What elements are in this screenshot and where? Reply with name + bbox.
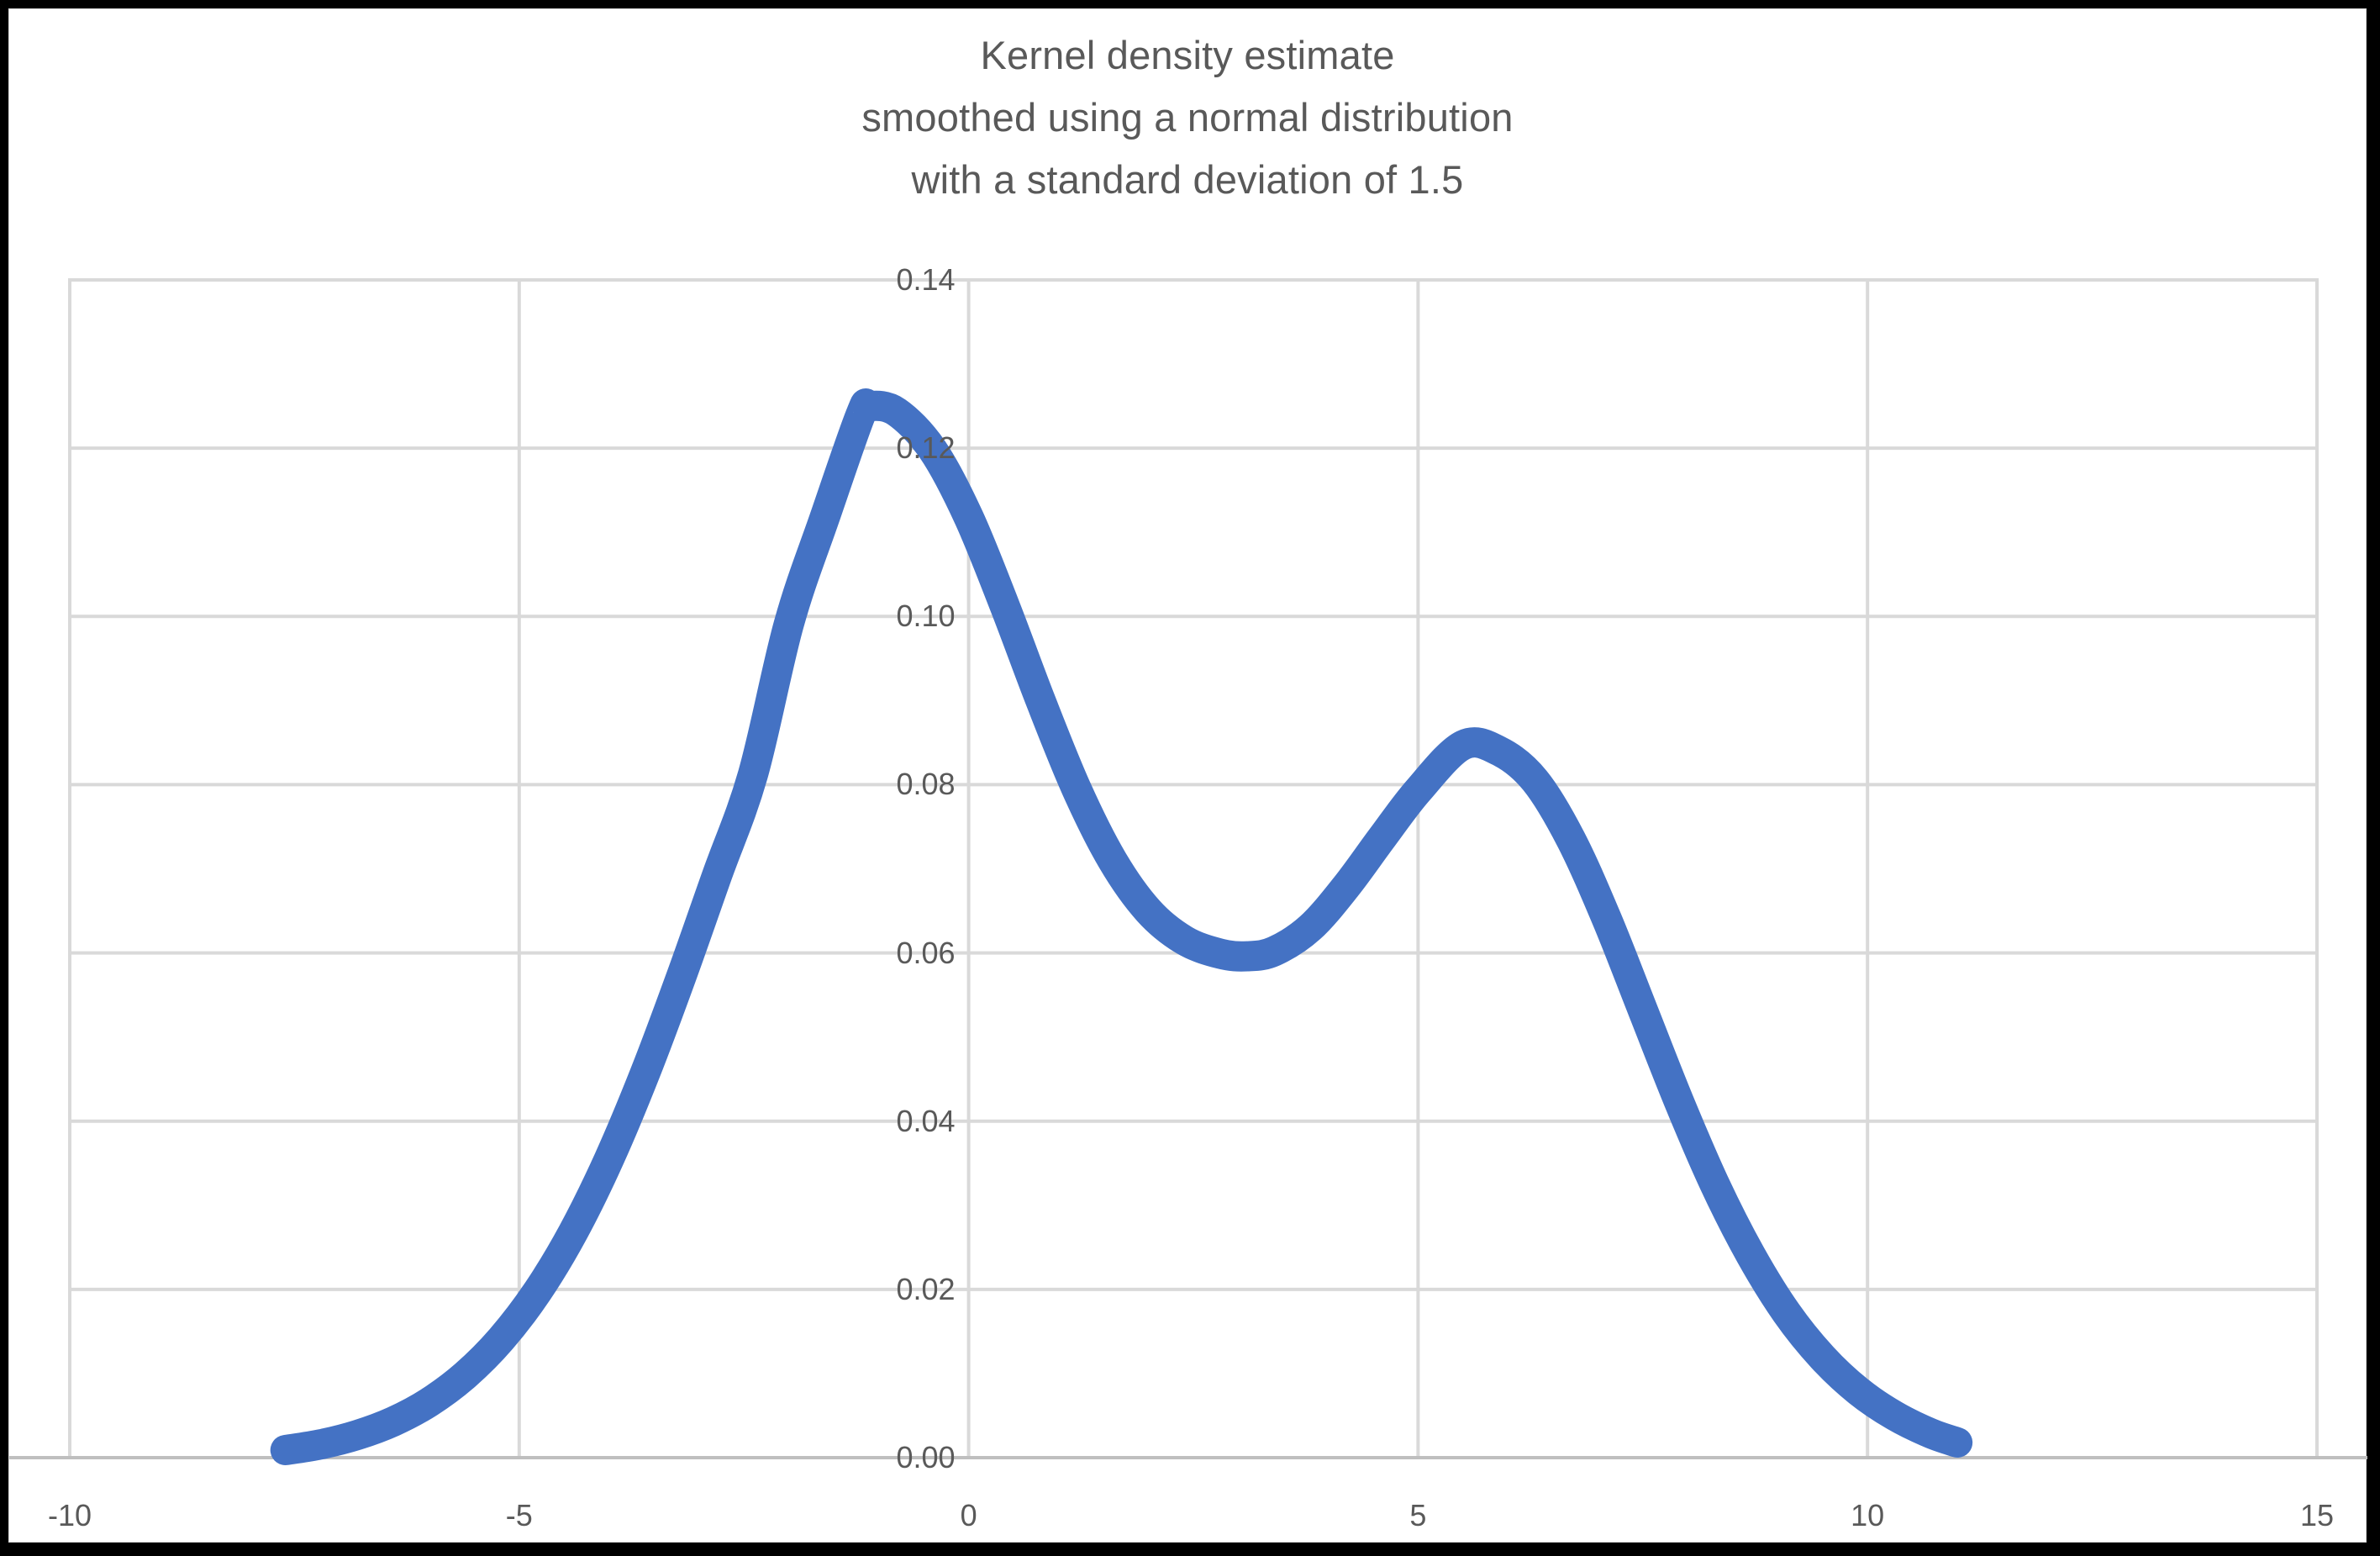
chart-frame: Kernel density estimate smoothed using a… bbox=[8, 8, 2367, 1543]
x-axis-tick-label: -10 bbox=[47, 1498, 92, 1532]
x-axis-tick-label: 10 bbox=[1851, 1498, 1885, 1532]
horizontal-gridlines bbox=[70, 278, 2317, 1291]
y-axis-tick-label: 0.14 bbox=[896, 262, 956, 297]
chart-title: Kernel density estimate smoothed using a… bbox=[9, 24, 2366, 211]
x-axis-tick-label: 5 bbox=[1409, 1498, 1427, 1532]
x-axis-tick-label: 0 bbox=[960, 1498, 977, 1532]
x-axis-tick-label: -5 bbox=[505, 1498, 533, 1532]
y-axis-tick-label: 0.04 bbox=[896, 1103, 956, 1138]
vertical-gridlines bbox=[517, 280, 1870, 1458]
chart-title-line-1: Kernel density estimate bbox=[980, 33, 1395, 77]
plot-area bbox=[9, 278, 2367, 1465]
y-axis-tick-label: 0.08 bbox=[896, 767, 956, 802]
plot-border bbox=[68, 278, 2319, 1458]
density-curve bbox=[270, 388, 1973, 1465]
y-axis-tick-label: 0.10 bbox=[896, 599, 956, 634]
chart-title-line-2: smoothed using a normal distribution bbox=[861, 95, 1514, 140]
y-axis-tick-label: 0.12 bbox=[896, 430, 956, 466]
y-axis-tick-label: 0.06 bbox=[896, 935, 956, 970]
chart-title-line-3: with a standard deviation of 1.5 bbox=[911, 157, 1464, 202]
y-axis-tick-label: 0.00 bbox=[896, 1440, 956, 1474]
y-axis-tick-label: 0.02 bbox=[896, 1271, 956, 1306]
x-axis-tick-label: 15 bbox=[2299, 1498, 2335, 1532]
